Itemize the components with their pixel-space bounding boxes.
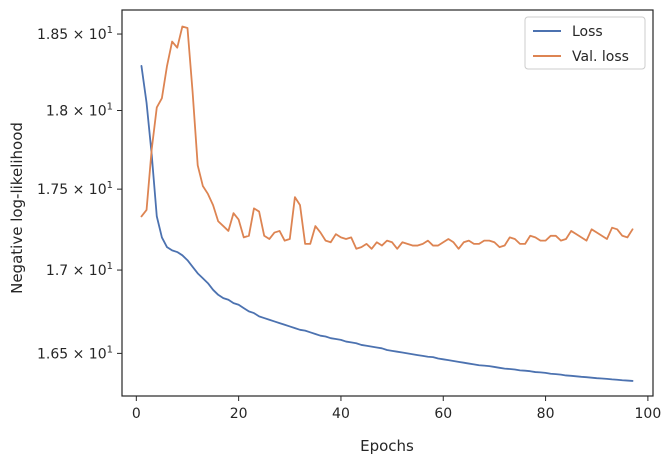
plot-frame <box>121 9 654 397</box>
y-tick-exponent: 1 <box>107 261 113 272</box>
series-line-val-loss <box>140 25 634 250</box>
y-tick-label: 1.65 × 101 <box>37 344 113 362</box>
y-tick-exponent: 1 <box>107 344 113 355</box>
y-tick-mantissa: 1.65 × 10 <box>37 346 107 362</box>
y-tick-mantissa: 1.8 × 10 <box>46 104 107 120</box>
y-tick-exponent: 1 <box>107 25 113 36</box>
y-tick-exponent: 1 <box>107 180 113 191</box>
y-tick-label: 1.75 × 101 <box>37 180 113 198</box>
y-tick-label: 1.7 × 101 <box>46 261 113 279</box>
legend-label-val-loss: Val. loss <box>572 49 629 65</box>
y-tick-mantissa: 1.75 × 10 <box>37 182 107 198</box>
y-tick-exponent: 1 <box>107 102 113 113</box>
y-tick-label: 1.85 × 101 <box>37 25 113 43</box>
y-tick-mantissa: 1.85 × 10 <box>37 27 107 43</box>
x-tick-label: 20 <box>230 406 248 422</box>
x-tick-label: 100 <box>635 406 662 422</box>
x-tick-label: 60 <box>434 406 452 422</box>
x-axis-label: Epochs <box>360 437 414 455</box>
x-tick-label: 80 <box>537 406 555 422</box>
x-tick-label: 0 <box>132 406 141 422</box>
legend-label-loss: Loss <box>572 24 603 40</box>
x-tick-label: 40 <box>332 406 350 422</box>
legend: Loss Val. loss <box>524 16 646 70</box>
y-axis-label: Negative log-likelihood <box>8 122 26 294</box>
series-line-loss <box>140 65 634 382</box>
y-tick-label: 1.8 × 101 <box>46 102 113 120</box>
y-tick-mantissa: 1.7 × 10 <box>46 263 107 279</box>
